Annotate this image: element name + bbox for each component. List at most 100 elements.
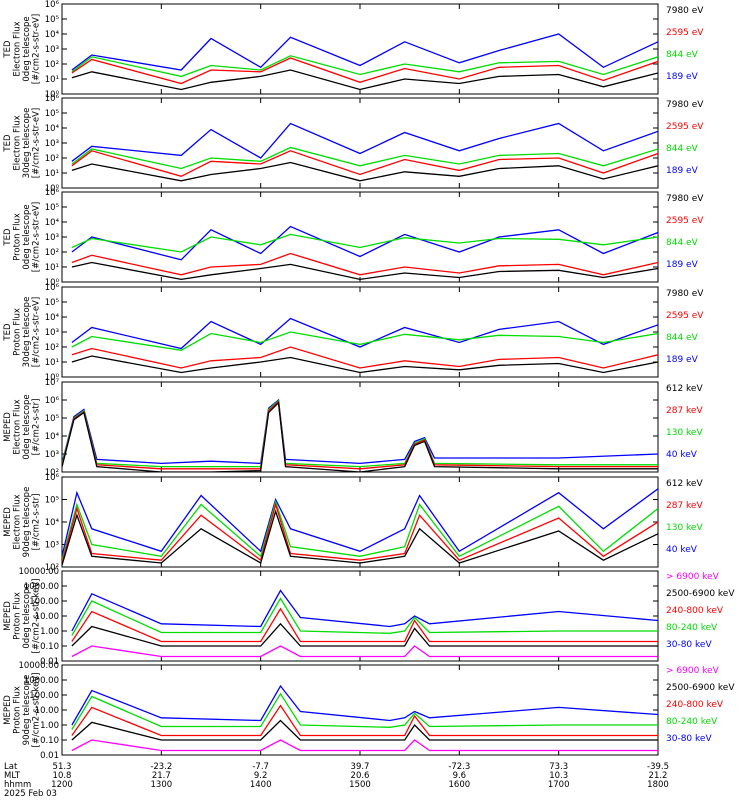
series-line	[62, 509, 658, 566]
legend-label: 844 eV	[666, 144, 699, 154]
y-tick-label: 10⁴	[45, 432, 60, 442]
series-line	[62, 488, 658, 557]
axis-tick-value: 1400	[250, 780, 272, 790]
y-tick-label: 10⁷	[45, 378, 60, 388]
series-line	[71, 607, 658, 643]
series-line	[71, 719, 658, 741]
y-axis-title-line: [#/cm2-s-str]	[32, 399, 42, 456]
time-axis-labels: LatMLThhmm51.310.81200-23.221.71300-7.79…	[4, 762, 669, 799]
legend-label: 612 keV	[666, 479, 703, 489]
axis-tick-value: 1600	[449, 780, 471, 790]
y-tick-label: 10⁴	[45, 313, 60, 323]
y-axis-title-line: 0deg telescope	[22, 204, 32, 269]
series-line	[71, 589, 658, 632]
axis-tick-value: 1200	[51, 780, 73, 790]
y-tick-label: 10²	[45, 248, 59, 258]
y-axis-title-line: TED	[3, 228, 13, 247]
series-line	[71, 150, 658, 177]
axis-tick-value: 21.2	[649, 771, 668, 781]
series-line	[62, 401, 658, 472]
y-tick-label: 100.00	[29, 597, 59, 607]
y-tick-label: 10⁴	[45, 124, 60, 134]
legend-label: 7980 eV	[666, 6, 704, 16]
axis-tick-value: -72.3	[448, 762, 470, 772]
y-axis-title-line: [#/cm2-s-str-eV]	[32, 108, 42, 178]
legend-label: 2595 eV	[666, 216, 704, 226]
flux-panel-8: 0.01 0.10 1.00 10.00 100.00 1000.00 10000.00 ME…	[3, 661, 735, 761]
legend-label: 40 keV	[666, 545, 698, 555]
y-tick-label: 10⁰	[45, 373, 60, 383]
series-line	[62, 499, 658, 561]
y-tick-label: 10³	[45, 328, 59, 338]
axis-row-label: MLT	[4, 771, 21, 781]
y-tick-label: 10³	[45, 139, 59, 149]
y-tick-label: 10⁰	[45, 278, 60, 288]
y-axis-title-line: 0deg telescope	[22, 16, 32, 81]
y-axis-title-line: [#/cm2-s-str-eV]	[32, 202, 42, 272]
series-line	[71, 122, 658, 162]
legend-label: > 6900 keV	[666, 666, 720, 676]
axis-tick-value: -39.5	[647, 762, 669, 772]
series-line	[71, 597, 658, 636]
y-tick-label: 0.01	[40, 751, 59, 761]
axis-tick-value: 73.3	[549, 762, 568, 772]
axis-tick-value: -7.7	[252, 762, 269, 772]
y-tick-label: 10²	[45, 468, 59, 478]
series-line	[71, 739, 658, 752]
flux-panel-3: 10⁰ 10¹ 10² 10³ 10⁴ 10⁵ 10⁶ TED Proton Flux 0deg …	[3, 188, 704, 288]
y-tick-label: 10⁶	[45, 94, 60, 104]
y-tick-label: 10⁶	[45, 396, 60, 406]
axis-tick-value: 39.7	[351, 762, 370, 772]
axis-tick-value: 20.6	[351, 771, 370, 781]
legend-label: 130 keV	[666, 523, 703, 533]
y-tick-label: 10⁵	[45, 298, 59, 308]
axis-tick-value: 9.6	[453, 771, 467, 781]
series-line	[71, 684, 658, 726]
y-tick-label: 100.00	[29, 691, 59, 701]
legend-label: 844 eV	[666, 333, 699, 343]
legend-label: 2595 eV	[666, 122, 704, 132]
axis-tick-value: 1300	[151, 780, 173, 790]
y-tick-label: 1.00	[40, 721, 59, 731]
y-tick-label: 10⁵	[45, 496, 59, 506]
flux-panel-7: 0.01 0.10 1.00 10.00 100.00 1000.00 10000.00 ME…	[3, 567, 735, 667]
y-tick-label: 10⁵	[45, 414, 59, 424]
legend-label: > 6900 keV	[666, 572, 720, 582]
y-tick-label: 10²	[45, 563, 59, 573]
y-tick-label: 10000.00	[18, 661, 59, 671]
y-tick-label: 10¹	[45, 75, 59, 85]
y-axis-title-line: 30deg telescope	[22, 108, 32, 179]
y-axis-title-line: 0deg telescope	[22, 394, 32, 459]
axis-tick-value: -23.2	[150, 762, 172, 772]
legend-label: 844 eV	[666, 238, 699, 248]
series-line	[71, 161, 658, 182]
axis-tick-value: 21.7	[152, 771, 171, 781]
legend-label: 40 keV	[666, 450, 698, 460]
legend-label: 189 eV	[666, 72, 699, 82]
series-line	[71, 704, 658, 737]
series-line	[71, 146, 658, 170]
y-tick-label: 0.10	[40, 642, 59, 652]
y-tick-label: 1.00	[40, 627, 59, 637]
series-line	[71, 69, 658, 91]
y-axis-title-line: [#/cm2-s-str]	[32, 494, 42, 551]
legend-label: 612 keV	[666, 384, 703, 394]
series-line	[71, 261, 658, 281]
y-axis-title-line: TED	[3, 323, 13, 342]
y-tick-label: 1000.00	[24, 582, 59, 592]
y-tick-label: 10³	[45, 45, 59, 55]
y-tick-label: 10.00	[35, 706, 59, 716]
series-line	[71, 346, 658, 369]
legend-label: 189 eV	[666, 355, 699, 365]
y-tick-label: 0.01	[40, 657, 59, 667]
series-line	[71, 355, 658, 374]
y-tick-label: 0.10	[40, 736, 59, 746]
flux-panel-2: 10⁰ 10¹ 10² 10³ 10⁴ 10⁵ 10⁶ TED Electron Flux 30d…	[3, 94, 704, 194]
y-tick-label: 10⁵	[45, 15, 59, 25]
y-axis-title-line: Proton Flux	[13, 686, 23, 734]
y-axis-title-line: Electron Flux	[13, 21, 23, 76]
y-tick-label: 10⁰	[45, 90, 60, 100]
y-axis-title-line: TED	[3, 40, 13, 59]
